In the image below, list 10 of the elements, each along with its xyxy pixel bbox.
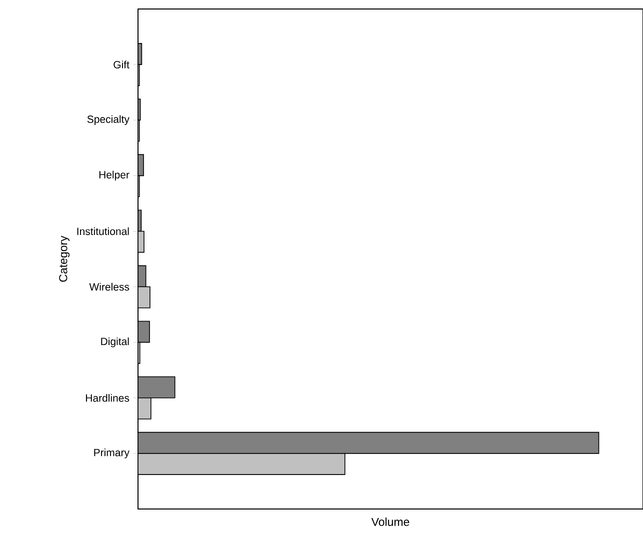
y-tick-label: Primary bbox=[94, 448, 130, 458]
y-tick-label: Hardlines bbox=[86, 394, 130, 402]
y-tick-label: Wireless bbox=[89, 282, 130, 291]
y-tick-label: Digital bbox=[101, 337, 129, 348]
y-tick-label: Institutional bbox=[77, 227, 129, 236]
x-axis-title: Volume bbox=[371, 518, 410, 526]
y-tick-label: Helper bbox=[99, 170, 130, 181]
y-tick-label: Specialty bbox=[87, 115, 130, 125]
y-axis-title: Category bbox=[59, 236, 70, 282]
y-tick-label: Gift bbox=[114, 60, 130, 68]
